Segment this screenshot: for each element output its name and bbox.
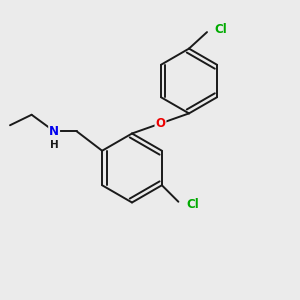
Text: O: O <box>155 117 166 130</box>
Text: H: H <box>50 140 58 150</box>
Text: Cl: Cl <box>186 198 199 211</box>
Text: Cl: Cl <box>214 22 227 36</box>
Text: N: N <box>49 125 59 138</box>
